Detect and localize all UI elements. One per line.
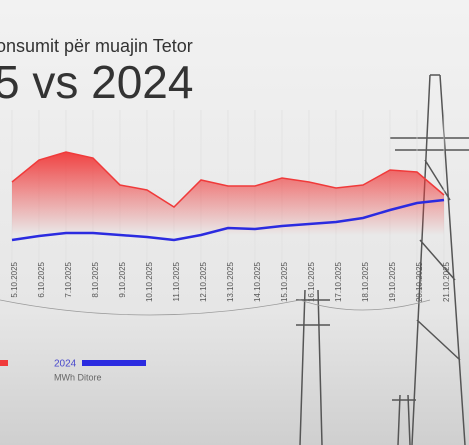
x-tick-label: 9.10.2025 bbox=[118, 261, 127, 297]
legend-swatch bbox=[82, 360, 146, 366]
legend-swatch bbox=[0, 360, 8, 366]
x-tick-label: 19.10.2025 bbox=[388, 261, 397, 302]
x-tick-label: 21.10.2025 bbox=[442, 261, 451, 302]
x-tick-label: 6.10.2025 bbox=[37, 261, 46, 297]
x-tick-label: 10.10.2025 bbox=[145, 261, 154, 302]
line bbox=[11, 151, 445, 208]
x-tick-label: 17.10.2025 bbox=[334, 261, 343, 302]
x-tick-label: 13.10.2025 bbox=[226, 261, 235, 302]
chart-title: onsumit për muajin Tetor bbox=[0, 36, 193, 56]
legend-unit: MWh Ditore bbox=[54, 372, 102, 382]
x-tick-label: 14.10.2025 bbox=[253, 261, 262, 302]
chart-subtitle: 5 vs 2024 bbox=[0, 56, 193, 108]
line bbox=[11, 198, 445, 242]
x-tick-label: 20.10.2025 bbox=[415, 261, 424, 302]
x-tick-label: 11.10.2025 bbox=[172, 261, 181, 301]
x-tick-label: 7.10.2025 bbox=[64, 261, 73, 297]
x-tick-label: 18.10.2025 bbox=[361, 261, 370, 302]
legend-label: 2024 bbox=[54, 359, 77, 370]
x-tick-label: 8.10.2025 bbox=[91, 261, 100, 297]
pylon bbox=[0, 74, 469, 445]
area bbox=[12, 152, 444, 235]
x-tick-label: 16.10.2025 bbox=[307, 261, 316, 302]
x-tick-label: 15.10.2025 bbox=[280, 261, 289, 302]
x-tick-label: 12.10.2025 bbox=[199, 261, 208, 302]
x-tick-label: 5.10.2025 bbox=[10, 261, 19, 297]
